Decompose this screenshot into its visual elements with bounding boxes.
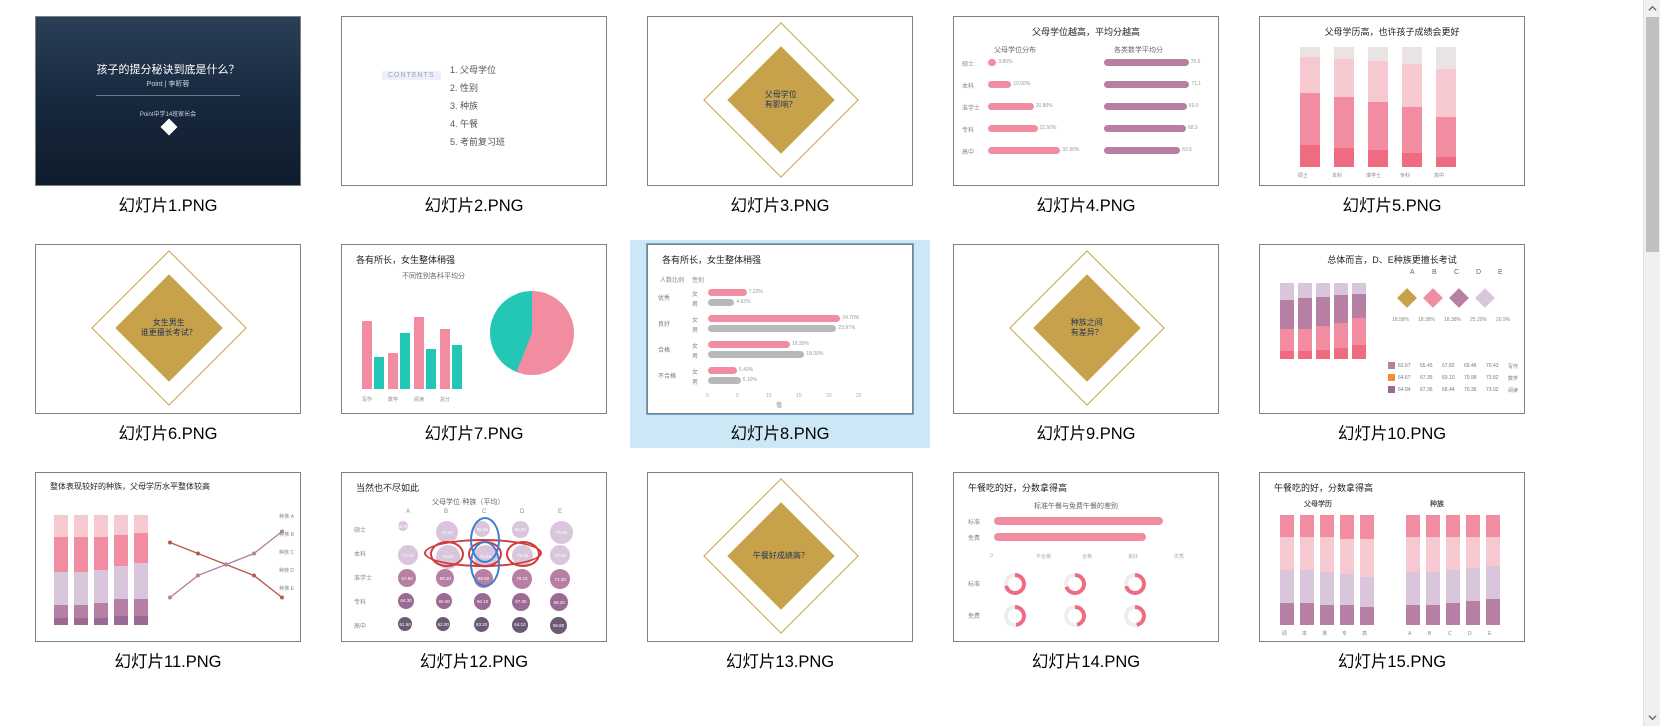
file-tile[interactable]: 午餐吃的好，分数拿得高标准午餐与免费午餐的差别标准免费0不合格合格良好优秀标准免… [936, 468, 1236, 676]
thumbnail-grid: 孩子的提分秘诀到底是什么？Point | 李昕蓉Point中学14班家长会幻灯片… [18, 12, 1660, 676]
file-thumbnail: 午餐吃的好，分数拿得高父母学历种族硕本准专高ABCDE [1259, 472, 1525, 642]
file-name-label: 幻灯片5.PNG [1342, 192, 1441, 216]
file-thumbnail: 父母学历高，也许孩子成绩会更好硕士本科准学士专科高中 [1259, 16, 1525, 186]
file-tile[interactable]: 孩子的提分秘诀到底是什么？Point | 李昕蓉Point中学14班家长会幻灯片… [18, 12, 318, 220]
file-tile[interactable]: 午餐好成绩高？ 幻灯片13.PNG [630, 468, 930, 676]
file-thumbnail: CONTENTS1. 父母学位2. 性别3. 种族4. 午餐5. 考前复习班 [341, 16, 607, 186]
file-name-label: 幻灯片8.PNG [730, 420, 829, 444]
file-tile[interactable]: 午餐吃的好，分数拿得高父母学历种族硕本准专高ABCDE 幻灯片15.PNG [1242, 468, 1542, 676]
file-tile[interactable]: 种族之间有差异？ 幻灯片9.PNG [936, 240, 1236, 448]
file-tile[interactable]: 各有所长，女生整体稍强人数比例性别优秀女7.22%男4.92%良好女24.70%… [630, 240, 930, 448]
file-name-label: 幻灯片4.PNG [1036, 192, 1135, 216]
file-name-label: 幻灯片11.PNG [115, 648, 222, 672]
file-thumbnail: 各有所长，女生整体稍强不同性别各科平均分写作数学阅读总分 [341, 244, 607, 414]
file-thumbnail: 父母学位越高，平均分越高父母学位分布各类数学平均分硕士3.80%70.6本科10… [953, 16, 1219, 186]
vertical-scrollbar[interactable] [1643, 0, 1660, 726]
file-tile[interactable]: 各有所长，女生整体稍强不同性别各科平均分写作数学阅读总分幻灯片7.PNG [324, 240, 624, 448]
file-name-label: 幻灯片2.PNG [424, 192, 523, 216]
file-tile[interactable]: 女生男生谁更擅长考试？ 幻灯片6.PNG [18, 240, 318, 448]
file-thumbnail: 午餐好成绩高？ [647, 472, 913, 642]
file-thumbnail: 各有所长，女生整体稍强人数比例性别优秀女7.22%男4.92%良好女24.70%… [647, 244, 913, 414]
scroll-track[interactable] [1644, 17, 1660, 709]
file-tile[interactable]: 父母学位越高，平均分越高父母学位分布各类数学平均分硕士3.80%70.6本科10… [936, 12, 1236, 220]
scroll-up-button[interactable] [1644, 0, 1661, 17]
file-thumbnail: 孩子的提分秘诀到底是什么？Point | 李昕蓉Point中学14班家长会 [35, 16, 301, 186]
file-name-label: 幻灯片6.PNG [118, 420, 217, 444]
file-tile[interactable]: 父母学历高，也许孩子成绩会更好硕士本科准学士专科高中幻灯片5.PNG [1242, 12, 1542, 220]
file-thumbnail: 父母学位有影响？ [647, 16, 913, 186]
file-tile[interactable]: 总体而言，D、E种族更擅长考试ABCDE18.58%18.38%18.38%25… [1242, 240, 1542, 448]
file-name-label: 幻灯片7.PNG [424, 420, 523, 444]
file-name-label: 幻灯片10.PNG [1338, 420, 1446, 444]
file-tile[interactable]: 父母学位有影响？ 幻灯片3.PNG [630, 12, 930, 220]
file-thumbnail: 整体表现较好的种族，父母学历水平整体较高种族 A种族 B种族 C种族 D种族 E [35, 472, 301, 642]
scroll-down-button[interactable] [1644, 709, 1661, 726]
scroll-thumb[interactable] [1646, 17, 1659, 252]
file-thumbnail: 午餐吃的好，分数拿得高标准午餐与免费午餐的差别标准免费0不合格合格良好优秀标准免… [953, 472, 1219, 642]
file-name-label: 幻灯片3.PNG [730, 192, 829, 216]
folder-thumbnail-view: 孩子的提分秘诀到底是什么？Point | 李昕蓉Point中学14班家长会幻灯片… [0, 0, 1660, 726]
file-thumbnail: 种族之间有差异？ [953, 244, 1219, 414]
file-name-label: 幻灯片1.PNG [118, 192, 217, 216]
file-name-label: 幻灯片14.PNG [1032, 648, 1140, 672]
file-tile[interactable]: 当然也不尽如此父母学位·种族（平均）ABCDE硕士55.0074.4065.04… [324, 468, 624, 676]
file-thumbnail: 当然也不尽如此父母学位·种族（平均）ABCDE硕士55.0074.4065.04… [341, 472, 607, 642]
file-name-label: 幻灯片15.PNG [1338, 648, 1446, 672]
file-thumbnail: 女生男生谁更擅长考试？ [35, 244, 301, 414]
file-name-label: 幻灯片9.PNG [1036, 420, 1135, 444]
file-thumbnail: 总体而言，D、E种族更擅长考试ABCDE18.58%18.38%18.38%25… [1259, 244, 1525, 414]
file-name-label: 幻灯片13.PNG [726, 648, 834, 672]
file-tile[interactable]: 整体表现较好的种族，父母学历水平整体较高种族 A种族 B种族 C种族 D种族 E… [18, 468, 318, 676]
file-name-label: 幻灯片12.PNG [420, 648, 528, 672]
file-tile[interactable]: CONTENTS1. 父母学位2. 性别3. 种族4. 午餐5. 考前复习班幻灯… [324, 12, 624, 220]
